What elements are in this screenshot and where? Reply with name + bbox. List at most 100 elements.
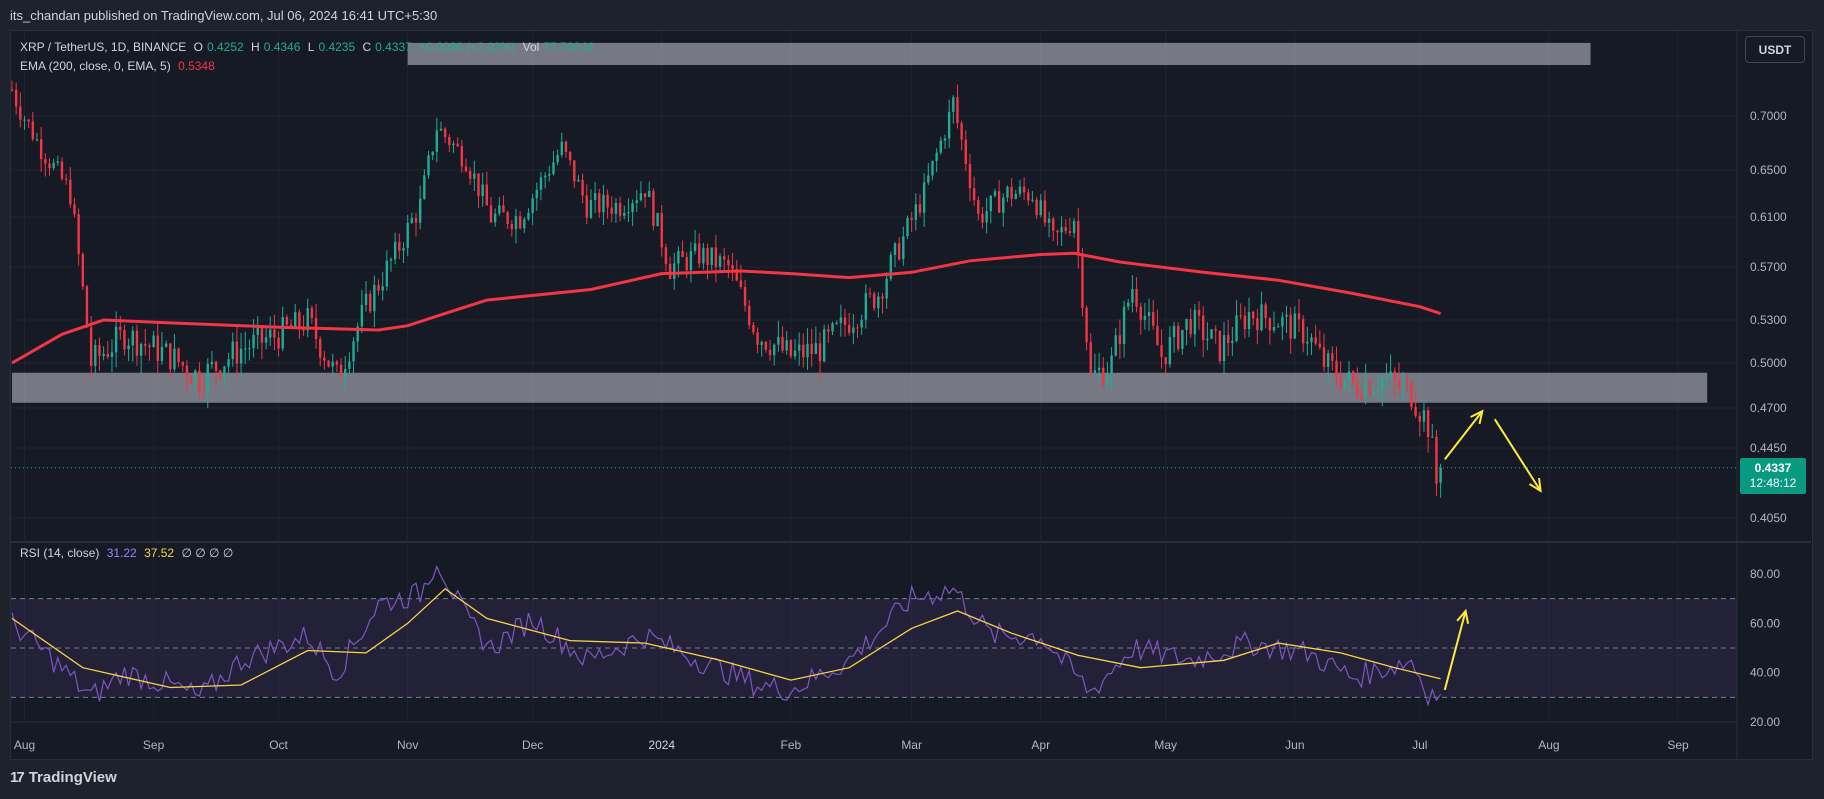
candle-body (348, 361, 351, 369)
candle-body (631, 202, 634, 213)
candle-body (639, 193, 643, 201)
candle-body (702, 248, 705, 264)
candle-body (1318, 343, 1322, 348)
candle-body (481, 184, 484, 197)
x-tick-label: Jun (1285, 738, 1304, 752)
candle-body (556, 154, 559, 163)
candle-body (252, 334, 255, 349)
candle-body (610, 207, 613, 214)
candle-body (427, 155, 430, 176)
rsi-label[interactable]: RSI (14, close) (20, 546, 100, 560)
candle-body (602, 194, 605, 213)
candle-body (664, 247, 668, 264)
currency-button[interactable]: USDT (1745, 36, 1805, 63)
candle-body (773, 344, 776, 356)
candle-body (144, 344, 147, 346)
ema-200-line (11, 251, 1442, 365)
candle-body (564, 141, 568, 152)
candle-body (956, 97, 959, 124)
candle-body (439, 128, 443, 131)
candle-body (298, 312, 301, 328)
candle-body (810, 343, 813, 354)
candle-body (198, 370, 201, 391)
rsi-tick-label: 20.00 (1750, 715, 1780, 729)
candle-body (106, 353, 109, 357)
candle-body (185, 365, 189, 378)
candle-body (377, 285, 380, 291)
candle-body (1114, 335, 1117, 356)
candle-body (568, 151, 572, 161)
last-price-value: 0.4337 (1754, 461, 1792, 475)
rsi-tick-label: 40.00 (1750, 666, 1780, 680)
vol-label: Vol (522, 40, 540, 54)
candle-body (81, 254, 85, 287)
candle-body (1431, 436, 1434, 438)
x-tick-label: Oct (269, 738, 288, 752)
candle-body (881, 296, 884, 299)
candle-body (1435, 436, 1438, 484)
candle-body (1164, 357, 1167, 365)
candle-body (1272, 327, 1276, 331)
candle-body (477, 173, 480, 197)
candle-body (1281, 316, 1284, 327)
candle-body (902, 236, 905, 260)
candle-body (89, 327, 93, 366)
candle-body (1139, 306, 1142, 320)
candle-body (473, 173, 476, 179)
candle-body (1251, 311, 1255, 319)
candle-body (356, 326, 359, 342)
candle-body (1072, 221, 1076, 233)
candle-body (339, 364, 343, 377)
ema-label[interactable]: EMA (200, close, 0, EMA, 5) (20, 59, 171, 73)
candle-body (818, 343, 822, 362)
candle-body (1035, 199, 1038, 216)
candle-body (277, 337, 280, 349)
candle-body (710, 247, 713, 265)
candle-body (718, 256, 722, 267)
close-value: 0.4337 (375, 40, 412, 54)
candle-body (102, 353, 105, 356)
candle-body (656, 212, 659, 227)
candle-body (327, 360, 330, 367)
candle-body (1268, 318, 1272, 331)
tradingview-brand[interactable]: 17 TradingView (10, 769, 117, 786)
candle-body (814, 343, 818, 354)
candle-body (1177, 325, 1180, 349)
candle-body (981, 213, 984, 223)
candle-body (1160, 345, 1163, 358)
candle-body (1326, 353, 1330, 367)
candle-body (677, 251, 680, 264)
symbol-label[interactable]: XRP / TetherUS, 1D, BINANCE (20, 40, 187, 54)
candle-body (156, 335, 159, 361)
candle-body (1118, 335, 1122, 345)
candle-body (281, 317, 284, 349)
candle-body (1218, 330, 1222, 362)
candle-body (460, 146, 464, 167)
candle-body (506, 212, 509, 225)
x-tick-label: Sep (143, 738, 165, 752)
candle-body (952, 97, 955, 112)
candle-body (69, 179, 72, 205)
candle-body (548, 173, 551, 176)
candle-body (1052, 218, 1055, 231)
candle-body (918, 204, 922, 213)
candle-body (518, 216, 522, 229)
candle-body (1301, 319, 1305, 344)
candle-body (939, 140, 943, 153)
rsi-ma-line (11, 587, 1441, 689)
candle-body (1210, 329, 1213, 339)
candle-body (993, 191, 997, 196)
candle-body (393, 241, 397, 260)
rsi-pane (11, 543, 1737, 759)
candle-body (764, 342, 768, 350)
candle-body (914, 204, 918, 220)
candle-body (968, 164, 972, 189)
candle-countdown: 12:48:12 (1749, 476, 1797, 490)
candle-body (389, 259, 393, 261)
rsi-annotation-arrow-head (1456, 608, 1470, 624)
candle-body (443, 128, 447, 137)
candle-body (1214, 329, 1217, 331)
change-value: +0.0086 (+2.02%) (419, 40, 516, 54)
candle-body (1106, 373, 1109, 385)
